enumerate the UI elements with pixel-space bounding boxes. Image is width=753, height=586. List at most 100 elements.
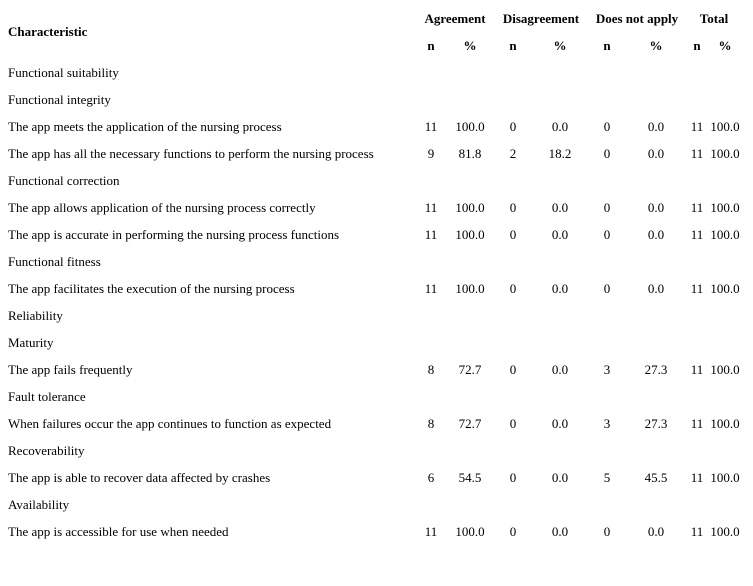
- agreement-n-cell: [416, 167, 446, 194]
- total-pct-cell: 100.0: [710, 362, 740, 377]
- does-not-apply-pct-cell: [626, 383, 686, 410]
- table-body: Functional suitability Functional integri…: [4, 59, 742, 545]
- disagreement-n-cell: [494, 248, 532, 275]
- agreement-pct-cell: 100.0: [455, 227, 485, 242]
- does-not-apply-pct-cell: 0.0: [647, 119, 665, 134]
- disagreement-n-cell: [494, 383, 532, 410]
- agreement-n-cell: 8: [427, 362, 435, 377]
- total-pct-cell: 100.0: [710, 416, 740, 431]
- agreement-pct-cell: 100.0: [455, 524, 485, 539]
- table-row: Recoverability: [4, 437, 742, 464]
- row-label: Functional correction: [8, 173, 120, 188]
- agreement-pct-cell: [446, 59, 494, 86]
- agreement-n-cell: 8: [427, 416, 435, 431]
- does-not-apply-pct-cell: [626, 86, 686, 113]
- agreement-pct-cell: [446, 248, 494, 275]
- total-n-cell: [686, 437, 708, 464]
- total-n-cell: 11: [690, 227, 704, 242]
- disagreement-n-cell: [494, 491, 532, 518]
- disagreement-pct-cell: 0.0: [551, 362, 569, 377]
- does-not-apply-n-cell: 5: [603, 470, 611, 485]
- disagreement-pct-cell: [532, 59, 588, 86]
- disagreement-n-cell: 0: [509, 524, 517, 539]
- disagreement-pct-cell: [532, 86, 588, 113]
- table-row: The app fails frequently 8 72.7 0 0.0 3 27.3 11…: [4, 356, 742, 383]
- table-row: Maturity: [4, 329, 742, 356]
- total-n-cell: [686, 167, 708, 194]
- total-pct-cell: 100.0: [710, 281, 740, 296]
- does-not-apply-n-cell: 0: [603, 119, 611, 134]
- total-pct-cell: [708, 86, 742, 113]
- table-row: Availability: [4, 491, 742, 518]
- disagreement-n-cell: 0: [509, 362, 517, 377]
- agreement-pct-cell: 72.7: [458, 416, 482, 431]
- does-not-apply-n-header: n: [603, 38, 611, 53]
- table-row: Fault tolerance: [4, 383, 742, 410]
- table-row: Functional fitness: [4, 248, 742, 275]
- does-not-apply-n-cell: 3: [603, 416, 611, 431]
- disagreement-n-cell: 0: [509, 200, 517, 215]
- agreement-n-cell: [416, 86, 446, 113]
- table-row: Functional correction: [4, 167, 742, 194]
- agreement-pct-header: %: [463, 38, 477, 53]
- total-n-cell: [686, 86, 708, 113]
- total-n-cell: 11: [690, 200, 704, 215]
- disagreement-pct-cell: [532, 383, 588, 410]
- row-label: Recoverability: [8, 443, 85, 458]
- total-pct-cell: [708, 437, 742, 464]
- does-not-apply-n-cell: [588, 59, 626, 86]
- disagreement-pct-cell: 0.0: [551, 524, 569, 539]
- agreement-header: Agreement: [424, 10, 486, 26]
- table-header: Characteristic Agreement Disagreement Do…: [4, 4, 742, 59]
- row-label: Functional fitness: [8, 254, 101, 269]
- disagreement-n-cell: 0: [509, 416, 517, 431]
- total-pct-cell: [708, 302, 742, 329]
- agreement-pct-cell: [446, 383, 494, 410]
- total-n-cell: [686, 59, 708, 86]
- table-row: The app allows application of the nursin…: [4, 194, 742, 221]
- agreement-n-cell: 11: [424, 200, 438, 215]
- total-pct-cell: 100.0: [710, 146, 740, 161]
- agreement-n-cell: [416, 437, 446, 464]
- row-label: The app facilitates the execution of the…: [8, 281, 295, 296]
- disagreement-n-cell: 0: [509, 470, 517, 485]
- table-row: The app facilitates the execution of the…: [4, 275, 742, 302]
- disagreement-pct-cell: [532, 167, 588, 194]
- table-row: The app is accessible for use when neede…: [4, 518, 742, 545]
- row-label: Availability: [8, 497, 70, 512]
- table-row: The app is accurate in performing the nu…: [4, 221, 742, 248]
- total-pct-cell: 100.0: [710, 470, 740, 485]
- agreement-n-header: n: [427, 38, 435, 53]
- does-not-apply-pct-cell: [626, 437, 686, 464]
- agreement-pct-cell: [446, 491, 494, 518]
- disagreement-pct-cell: 0.0: [551, 227, 569, 242]
- total-n-cell: 11: [690, 362, 704, 377]
- does-not-apply-pct-header: %: [649, 38, 663, 53]
- does-not-apply-n-cell: [588, 383, 626, 410]
- agreement-n-cell: 11: [424, 524, 438, 539]
- disagreement-pct-cell: 0.0: [551, 119, 569, 134]
- characteristic-header: Characteristic: [8, 24, 88, 39]
- row-label: Maturity: [8, 335, 54, 350]
- total-pct-cell: [708, 167, 742, 194]
- row-label: Fault tolerance: [8, 389, 86, 404]
- total-n-cell: 11: [690, 524, 704, 539]
- row-label: Reliability: [8, 308, 63, 323]
- total-n-cell: 11: [690, 146, 704, 161]
- disagreement-pct-cell: [532, 329, 588, 356]
- disagreement-n-cell: 0: [509, 281, 517, 296]
- disagreement-n-cell: [494, 59, 532, 86]
- agreement-n-cell: [416, 248, 446, 275]
- total-n-cell: 11: [690, 281, 704, 296]
- total-pct-cell: [708, 491, 742, 518]
- does-not-apply-pct-cell: 45.5: [644, 470, 668, 485]
- disagreement-pct-cell: 0.0: [551, 281, 569, 296]
- does-not-apply-pct-cell: 27.3: [644, 416, 668, 431]
- disagreement-pct-cell: [532, 248, 588, 275]
- total-pct-cell: 100.0: [710, 227, 740, 242]
- agreement-pct-cell: 100.0: [455, 200, 485, 215]
- agreement-pct-cell: [446, 329, 494, 356]
- total-header: Total: [699, 10, 729, 26]
- disagreement-pct-cell: 0.0: [551, 200, 569, 215]
